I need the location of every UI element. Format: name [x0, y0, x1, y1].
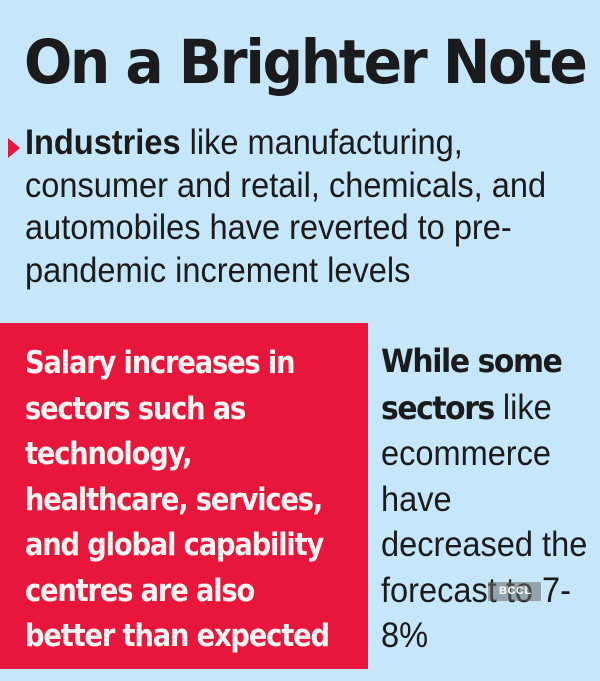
side-note: While some sectors like ecommerce have d…	[381, 338, 600, 659]
bccl-watermark: BCCL	[488, 582, 541, 601]
side-body: like ecommerce have decreased the foreca…	[381, 387, 588, 656]
highlight-text: Salary increases in sectors such as tech…	[25, 345, 330, 654]
page-title: On a Brighter Note	[24, 27, 588, 98]
red-triangle-bullet-icon	[8, 138, 20, 158]
intro-bold-lead: Industries	[25, 123, 181, 162]
side-bold-lead: While some sectors	[381, 342, 563, 427]
intro-text: Industries like manufacturing, consumer …	[25, 122, 600, 292]
highlight-red-box: Salary increases in sectors such as tech…	[0, 323, 368, 669]
intro-body: like manufacturing, consumer and retail,…	[25, 123, 547, 290]
intro-bullet: Industries like manufacturing, consumer …	[8, 122, 598, 292]
